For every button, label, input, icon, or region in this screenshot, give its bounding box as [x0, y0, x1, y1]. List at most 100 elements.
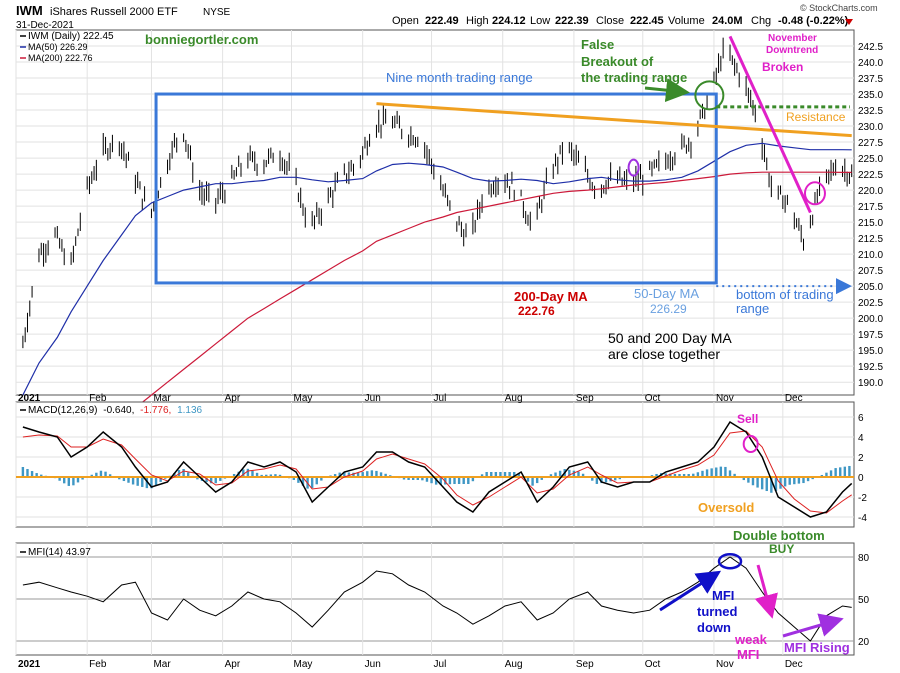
price-tick-label: 210.0: [858, 250, 883, 261]
macd-hist-bar: [503, 472, 507, 477]
header-name: iShares Russell 2000 ETF: [50, 6, 178, 18]
trading-range-box: [154, 92, 718, 285]
macd-hist-bar: [554, 472, 557, 477]
x-tick-label: Dec: [785, 393, 803, 404]
ohlc-high: 224.12: [492, 15, 526, 27]
macd-tick-label: 0: [858, 473, 864, 484]
note-double-bottom: Double bottom: [733, 528, 825, 543]
macd-hist-bar: [430, 477, 433, 484]
note-bottom: bottom of trading: [736, 287, 834, 302]
macd-hist-bar: [604, 477, 608, 483]
macd-hist-bar: [770, 477, 773, 493]
macd-hist-bar: [379, 472, 383, 477]
price-tick-label: 217.5: [858, 202, 883, 213]
macd-hist-bar: [384, 473, 387, 477]
macd-grid: [15, 402, 854, 527]
breakout-magenta-circle: [803, 181, 826, 206]
macd-hist-bar: [425, 477, 429, 482]
legend-mfi: MFI(14) 43.97: [28, 547, 91, 558]
macd-hist-bar: [715, 467, 718, 477]
site-label: bonniegortler.com: [145, 32, 258, 47]
x-tick-label: May: [294, 393, 313, 404]
macd-hist-bar: [549, 474, 553, 477]
legend-ma50: MA(50) 226.29: [28, 42, 88, 52]
x-tick-label: Feb: [89, 393, 107, 404]
macd-hist-bar: [600, 477, 603, 484]
note-mfi: MFI: [712, 588, 734, 603]
macd-hist-bar: [490, 472, 493, 477]
note-breakout-of: Breakout of: [581, 54, 654, 69]
macd-hist-bar: [834, 468, 837, 477]
macd-hist-bar: [806, 477, 810, 482]
macd-tick-label: 4: [858, 433, 864, 444]
note-close-together-1: 50 and 200 Day MA: [608, 330, 732, 346]
macd-hist-bar: [246, 468, 250, 477]
macd-tick-label: -2: [858, 493, 867, 504]
x-tick-label-bottom: Sep: [576, 659, 594, 670]
macd-hist-bar: [278, 474, 282, 477]
macd-hist-bar: [471, 477, 475, 482]
macd-hist-bar: [581, 473, 585, 477]
x-axis-labels: 2021 2021 Feb Feb Mar Mar Apr Apr May May Jun Jun Ju…: [18, 393, 803, 670]
x-tick-label-bottom: 2021: [18, 659, 41, 670]
signal-line: [22, 430, 852, 514]
ohlc-chg-label: Chg: [751, 15, 771, 27]
price-tick-label: 222.5: [858, 170, 883, 181]
macd-hist-bar: [742, 477, 745, 481]
macd-hist-bar: [701, 470, 704, 477]
macd-hist-bar: [751, 477, 755, 486]
macd-y-axis: 6 4 2 0 -2 -4: [858, 413, 867, 524]
macd-hist-bar: [251, 470, 254, 477]
macd-hist-bar: [375, 470, 378, 477]
macd-hist-bar: [802, 477, 805, 484]
downtrend-line: [728, 35, 812, 214]
macd-hist-bar: [664, 473, 667, 477]
macd-hist-bar: [591, 477, 594, 481]
macd-hist-bar: [118, 477, 121, 480]
macd-hist-bar: [159, 477, 162, 482]
macd-hist-bar: [205, 477, 208, 483]
macd-hist-bar: [127, 477, 130, 483]
note-200day-val: 222.76: [518, 304, 555, 318]
macd-hist-bar: [402, 477, 406, 480]
macd-hist-bar: [705, 469, 709, 477]
macd-hist-bar: [196, 477, 199, 480]
macd-hist-bar: [480, 474, 484, 477]
note-turned: turned: [697, 604, 738, 619]
note-bottom-range: range: [736, 301, 769, 316]
mfi-circle: [717, 552, 743, 570]
mfi-tick-label: 50: [858, 595, 870, 606]
mfi-panel: 80 50 20: [15, 542, 870, 656]
macd-hist-bar: [72, 477, 75, 486]
macd-hist-bar: [765, 477, 768, 492]
macd-hist-bar: [407, 477, 410, 480]
macd-hist-bar: [669, 473, 672, 477]
macd-hist-bar: [301, 477, 305, 486]
macd-hist-bar: [269, 474, 273, 477]
note-trading-range: the trading range: [581, 70, 687, 85]
sell-circle: [742, 435, 759, 453]
macd-hist-bar: [315, 477, 318, 485]
macd-hist-bar: [783, 477, 787, 487]
breakout-circle: [694, 80, 725, 111]
macd-hist-bar: [21, 467, 25, 477]
macd-hist-bar: [572, 470, 576, 477]
mfi-grid: [15, 543, 854, 655]
header-exchange: NYSE: [203, 7, 231, 18]
macd-hist-bar: [788, 477, 791, 485]
note-50day-val: 226.29: [650, 302, 687, 316]
price-y-axis: 242.5 240.0 237.5 235.0 232.5 230.0 227.5 225.0…: [858, 42, 883, 389]
x-tick-label-bottom: Jun: [365, 659, 381, 670]
x-tick-label-bottom: Jul: [434, 659, 447, 670]
macd-hist-bar: [81, 477, 84, 480]
macd-hist-bar: [30, 471, 34, 477]
x-tick-label-bottom: Oct: [645, 659, 661, 670]
price-tick-label: 230.0: [858, 122, 883, 133]
macd-line: [22, 420, 853, 518]
macd-hist-bar: [444, 477, 447, 485]
note-down: down: [697, 620, 731, 635]
price-tick-label: 190.0: [858, 378, 883, 389]
macd-hist-bar: [58, 477, 61, 481]
mfi-rising-arrow: [782, 613, 844, 638]
macd-hist-bar: [513, 472, 516, 477]
